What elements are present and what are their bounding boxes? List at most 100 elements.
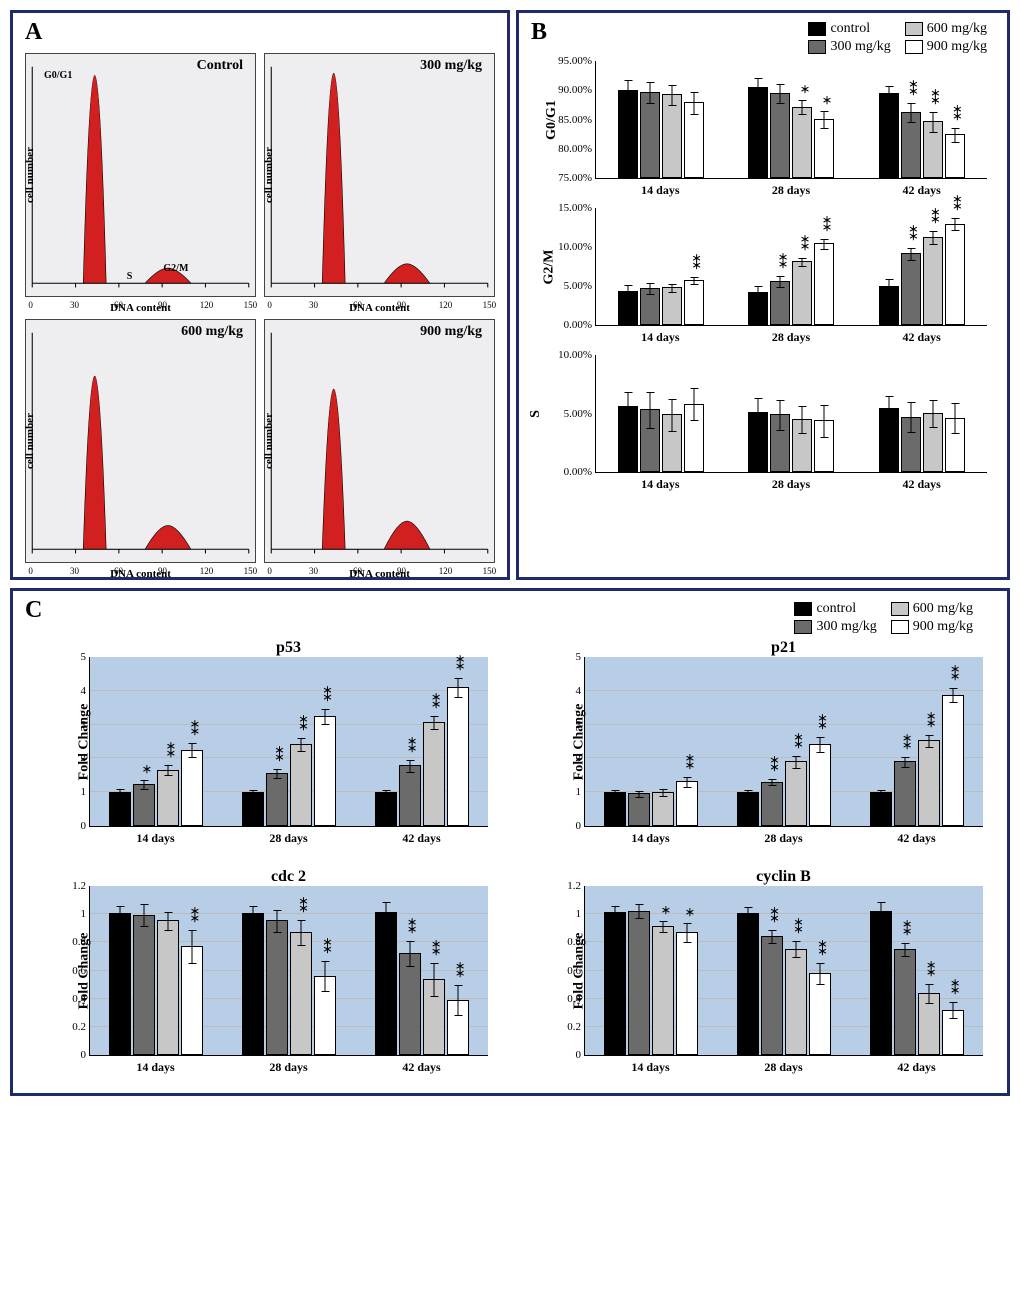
bar: ＊＊ [942,1010,964,1055]
y-tick: 1 [576,786,586,798]
y-axis-label: S [528,410,544,418]
category-label: 42 days [897,831,935,846]
y-tick: 0.2 [567,1021,585,1033]
category-label: 28 days [764,1060,802,1075]
bar: ＊＊ [923,237,943,325]
bar [618,90,638,179]
bar: ＊ [652,926,674,1055]
bar [133,915,155,1055]
histogram-ylabel: cell number [263,147,275,203]
legend-swatch [905,22,923,36]
bar: ＊＊ [792,261,812,325]
flow-histogram: 300 mg/kg cell number DNA content 030609… [264,53,495,297]
significance-marker: ＊＊ [906,79,916,93]
y-tick: 15.00% [558,202,596,214]
category-label: 42 days [902,183,940,198]
bar [640,409,660,472]
y-tick: 1.2 [72,880,90,892]
category-label: 14 days [641,477,679,492]
bar: ＊＊ [676,781,698,826]
histogram-ylabel: cell number [24,413,36,469]
chart-title: p53 [89,639,488,657]
bar-group: ＊＊ [109,913,203,1055]
category-label: 14 days [631,1060,669,1075]
histogram-title: 900 mg/kg [420,324,482,340]
significance-marker: ＊＊ [296,896,306,910]
bar [770,93,790,178]
significance-marker: ＊＊ [948,664,958,678]
significance-marker: ＊ [682,907,692,914]
category-label: 42 days [402,1060,440,1075]
legend-label: 900 mg/kg [927,39,987,55]
y-tick: 0.00% [564,466,596,478]
bar [748,292,768,325]
bar: ＊＊ [181,946,203,1055]
significance-marker: ＊＊ [767,755,777,769]
bar: ＊＊ [894,761,916,826]
y-tick: 0.2 [72,1021,90,1033]
legend-swatch [808,22,826,36]
bar [242,792,264,826]
significance-marker: ＊＊ [791,732,801,746]
peak-label-s: S [127,271,133,282]
legend-swatch [891,602,909,616]
significance-marker: ＊ [819,95,829,102]
bar: ＊＊ [785,949,807,1055]
y-axis-label: G0/G1 [544,100,560,140]
y-tick: 4 [81,685,91,697]
flow-histogram: Control cell number DNA content 03060901… [25,53,256,297]
histogram-title: Control [197,58,243,74]
significance-marker: ＊ [139,764,149,771]
bar-chart: p53012345Fold Change＊＊＊＊＊＊＊＊＊＊＊＊＊＊＊＊＊14 … [89,639,488,846]
bar-group: ＊＊＊＊＊＊ [375,912,469,1055]
bar: ＊＊ [918,740,940,826]
bar: ＊＊ [901,253,921,325]
significance-marker: ＊＊ [924,960,934,974]
significance-marker: ＊＊ [296,714,306,728]
bar [604,792,626,826]
significance-marker: ＊＊ [928,207,938,221]
bar-group [618,404,704,472]
bar [242,913,264,1055]
bar [748,412,768,472]
y-tick: 0 [81,1049,91,1061]
peak-label-g0g1: G0/G1 [44,70,72,81]
legend-label: control [816,601,856,617]
significance-marker: ＊＊ [429,939,439,953]
bar: ＊＊ [266,773,288,826]
bar-chart: p21012345Fold Change＊＊＊＊＊＊＊＊＊＊＊＊＊＊14 day… [584,639,983,846]
bar: ＊＊ [314,976,336,1055]
bar [684,404,704,472]
chart-title: p21 [584,639,983,657]
plot-area: 00.20.40.60.811.2Fold Change＊＊＊＊＊＊＊＊＊＊＊＊ [89,886,488,1056]
significance-marker: ＊＊ [906,224,916,238]
bar: ＊ [133,784,155,826]
bar [923,413,943,472]
significance-marker: ＊ [658,905,668,912]
significance-marker: ＊＊ [453,654,463,668]
significance-marker: ＊＊ [950,104,960,118]
bar: ＊＊ [447,687,469,826]
y-tick: 5.00% [564,280,596,292]
legend-item: control [794,601,876,617]
y-tick: 5 [81,651,91,663]
bar-group: ＊＊＊＊＊＊ [748,243,834,325]
y-axis-label: G2/M [542,249,558,284]
legend-swatch [891,620,909,634]
legend-item: 300 mg/kg [808,39,890,55]
bar-group [879,408,965,472]
category-label: 14 days [641,183,679,198]
category-label: 28 days [269,831,307,846]
legend-item: 600 mg/kg [891,601,973,617]
significance-marker: ＊＊ [775,252,785,266]
plot-area: 00.20.40.60.811.2Fold Change＊＊＊＊＊＊＊＊＊＊＊＊… [584,886,983,1056]
significance-marker: ＊＊ [453,961,463,975]
panel-b-label: B [531,19,547,46]
legend-swatch [794,620,812,634]
bar [375,792,397,826]
panel-c-label: C [25,597,42,624]
significance-marker: ＊＊ [950,194,960,208]
significance-marker: ＊＊ [405,736,415,750]
bar: ＊＊ [918,993,940,1055]
y-tick: 95.00% [558,55,596,67]
